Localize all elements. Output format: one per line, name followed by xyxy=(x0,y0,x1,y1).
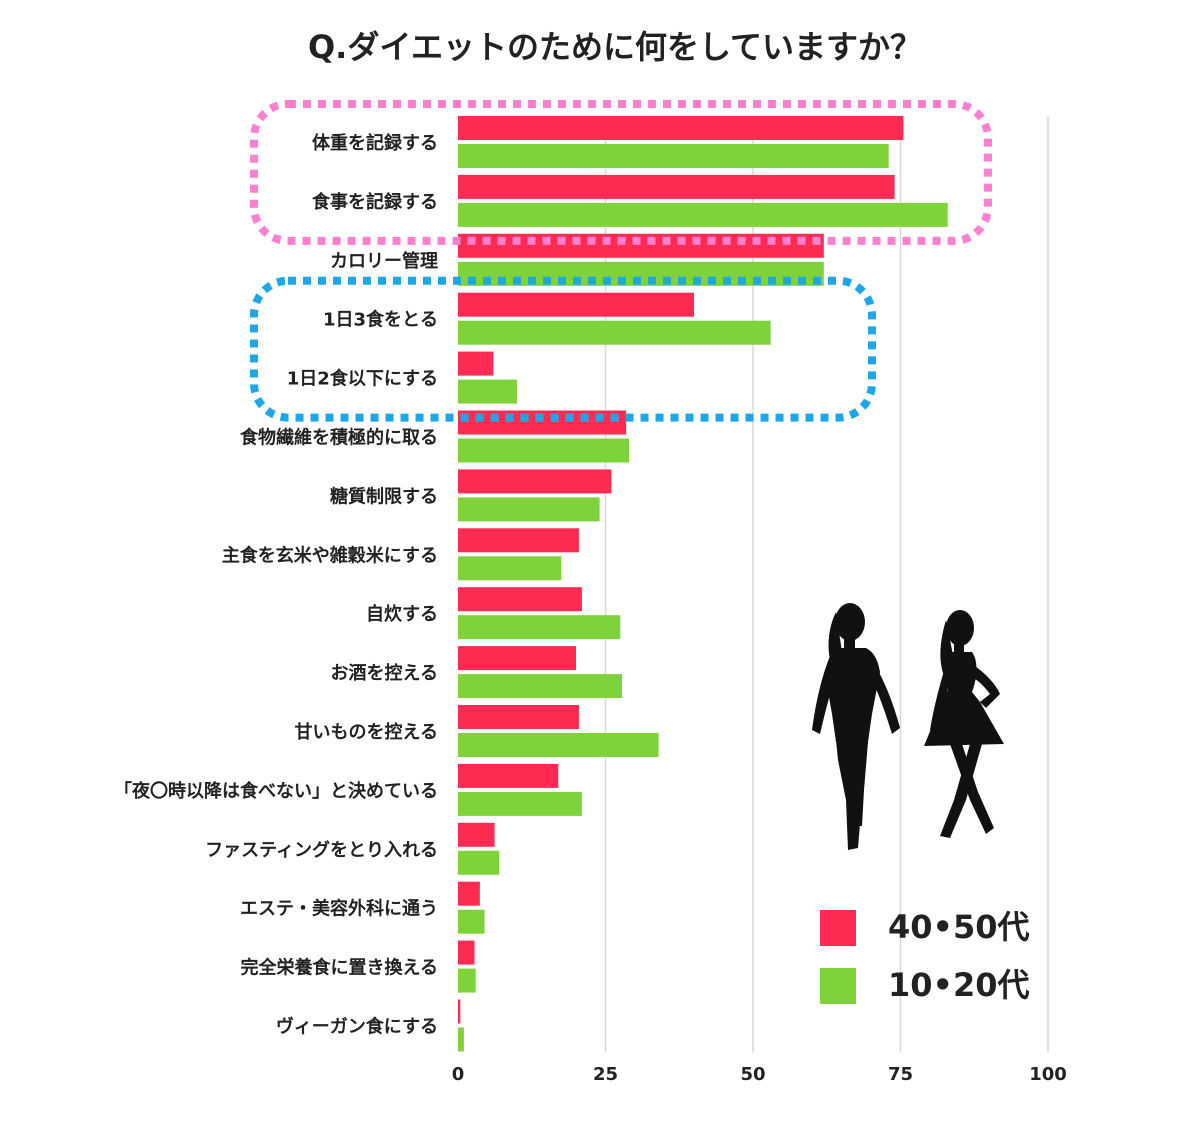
x-tick-label: 25 xyxy=(593,1064,618,1085)
bar-series-40-50 xyxy=(458,763,559,788)
bar-series-40-50 xyxy=(458,587,582,612)
highlight-groups xyxy=(250,100,992,422)
bar-series-10-20 xyxy=(458,379,517,404)
category-label: ヴィーガン食にする xyxy=(276,1016,438,1038)
bar-series-40-50 xyxy=(458,174,895,199)
category-label: 食事を記録する xyxy=(311,191,438,213)
bar-series-40-50 xyxy=(458,940,475,965)
bar-series-10-20 xyxy=(458,850,500,875)
bar-series-10-20 xyxy=(458,674,623,699)
category-label: ファスティングをとり入れる xyxy=(205,839,438,861)
bar-series-10-20 xyxy=(458,968,476,993)
x-tick-label: 0 xyxy=(452,1064,465,1085)
bar-series-10-20 xyxy=(458,1027,464,1052)
category-label: 自炊する xyxy=(366,603,438,625)
category-label: 主食を玄米や雑穀米にする xyxy=(222,544,438,566)
bar-series-40-50 xyxy=(458,999,461,1024)
category-label: 甘いものを控える xyxy=(295,721,438,743)
bar-series-40-50 xyxy=(458,292,694,317)
bar-series-10-20 xyxy=(458,144,889,168)
category-label: 「夜〇時以降は食べない」と決めている xyxy=(114,780,438,802)
bar-series-40-50 xyxy=(458,469,612,494)
bar-series-40-50 xyxy=(458,822,495,847)
x-tick-label: 75 xyxy=(888,1064,913,1085)
legend: 40•50代 10•20代 xyxy=(820,908,1030,1004)
x-tick-label: 100 xyxy=(1029,1064,1067,1085)
bar-series-10-20 xyxy=(458,556,562,581)
highlight-box xyxy=(250,276,876,422)
category-label: エステ・美容外科に通う xyxy=(240,898,438,920)
bar-series-10-20 xyxy=(458,909,485,934)
bar-series-40-50 xyxy=(458,646,576,671)
bar-series-40-50 xyxy=(458,705,579,729)
category-label: お酒を控える xyxy=(331,662,438,684)
bar-series-40-50 xyxy=(458,881,480,906)
legend-label-40-50: 40•50代 xyxy=(888,908,1030,946)
chart-title: Q.ダイエットのために何をしていますか？ xyxy=(308,28,922,66)
category-label: 食物繊維を積極的に取る xyxy=(239,427,438,449)
bars xyxy=(458,116,948,1052)
category-label: 完全栄養食に置き換える xyxy=(241,957,438,979)
x-axis-ticks: 0 25 50 75 100 xyxy=(452,1064,1067,1085)
bar-series-10-20 xyxy=(458,615,621,640)
category-label: 1日3食をとる xyxy=(323,309,438,331)
category-label: 1日2食以下にする xyxy=(287,368,438,390)
bar-series-40-50 xyxy=(458,116,904,140)
bar-series-10-20 xyxy=(458,438,630,463)
bar-series-40-50 xyxy=(458,351,494,376)
category-label: 糖質制限する xyxy=(330,485,438,507)
bar-series-10-20 xyxy=(458,733,659,757)
category-label: カロリー管理 xyxy=(330,250,438,272)
x-tick-label: 50 xyxy=(740,1064,765,1085)
highlight-box xyxy=(250,100,992,245)
legend-swatch-10-20 xyxy=(820,968,856,1004)
bar-series-10-20 xyxy=(458,791,582,816)
bar-series-10-20 xyxy=(458,497,600,522)
category-label: 体重を記録する xyxy=(312,132,438,154)
legend-label-10-20: 10•20代 xyxy=(888,966,1030,1004)
bar-series-10-20 xyxy=(458,202,948,227)
legend-swatch-40-50 xyxy=(820,910,856,946)
bar-series-10-20 xyxy=(458,320,771,345)
walking-women-silhouettes-icon xyxy=(812,603,1004,850)
bar-series-40-50 xyxy=(458,528,579,553)
